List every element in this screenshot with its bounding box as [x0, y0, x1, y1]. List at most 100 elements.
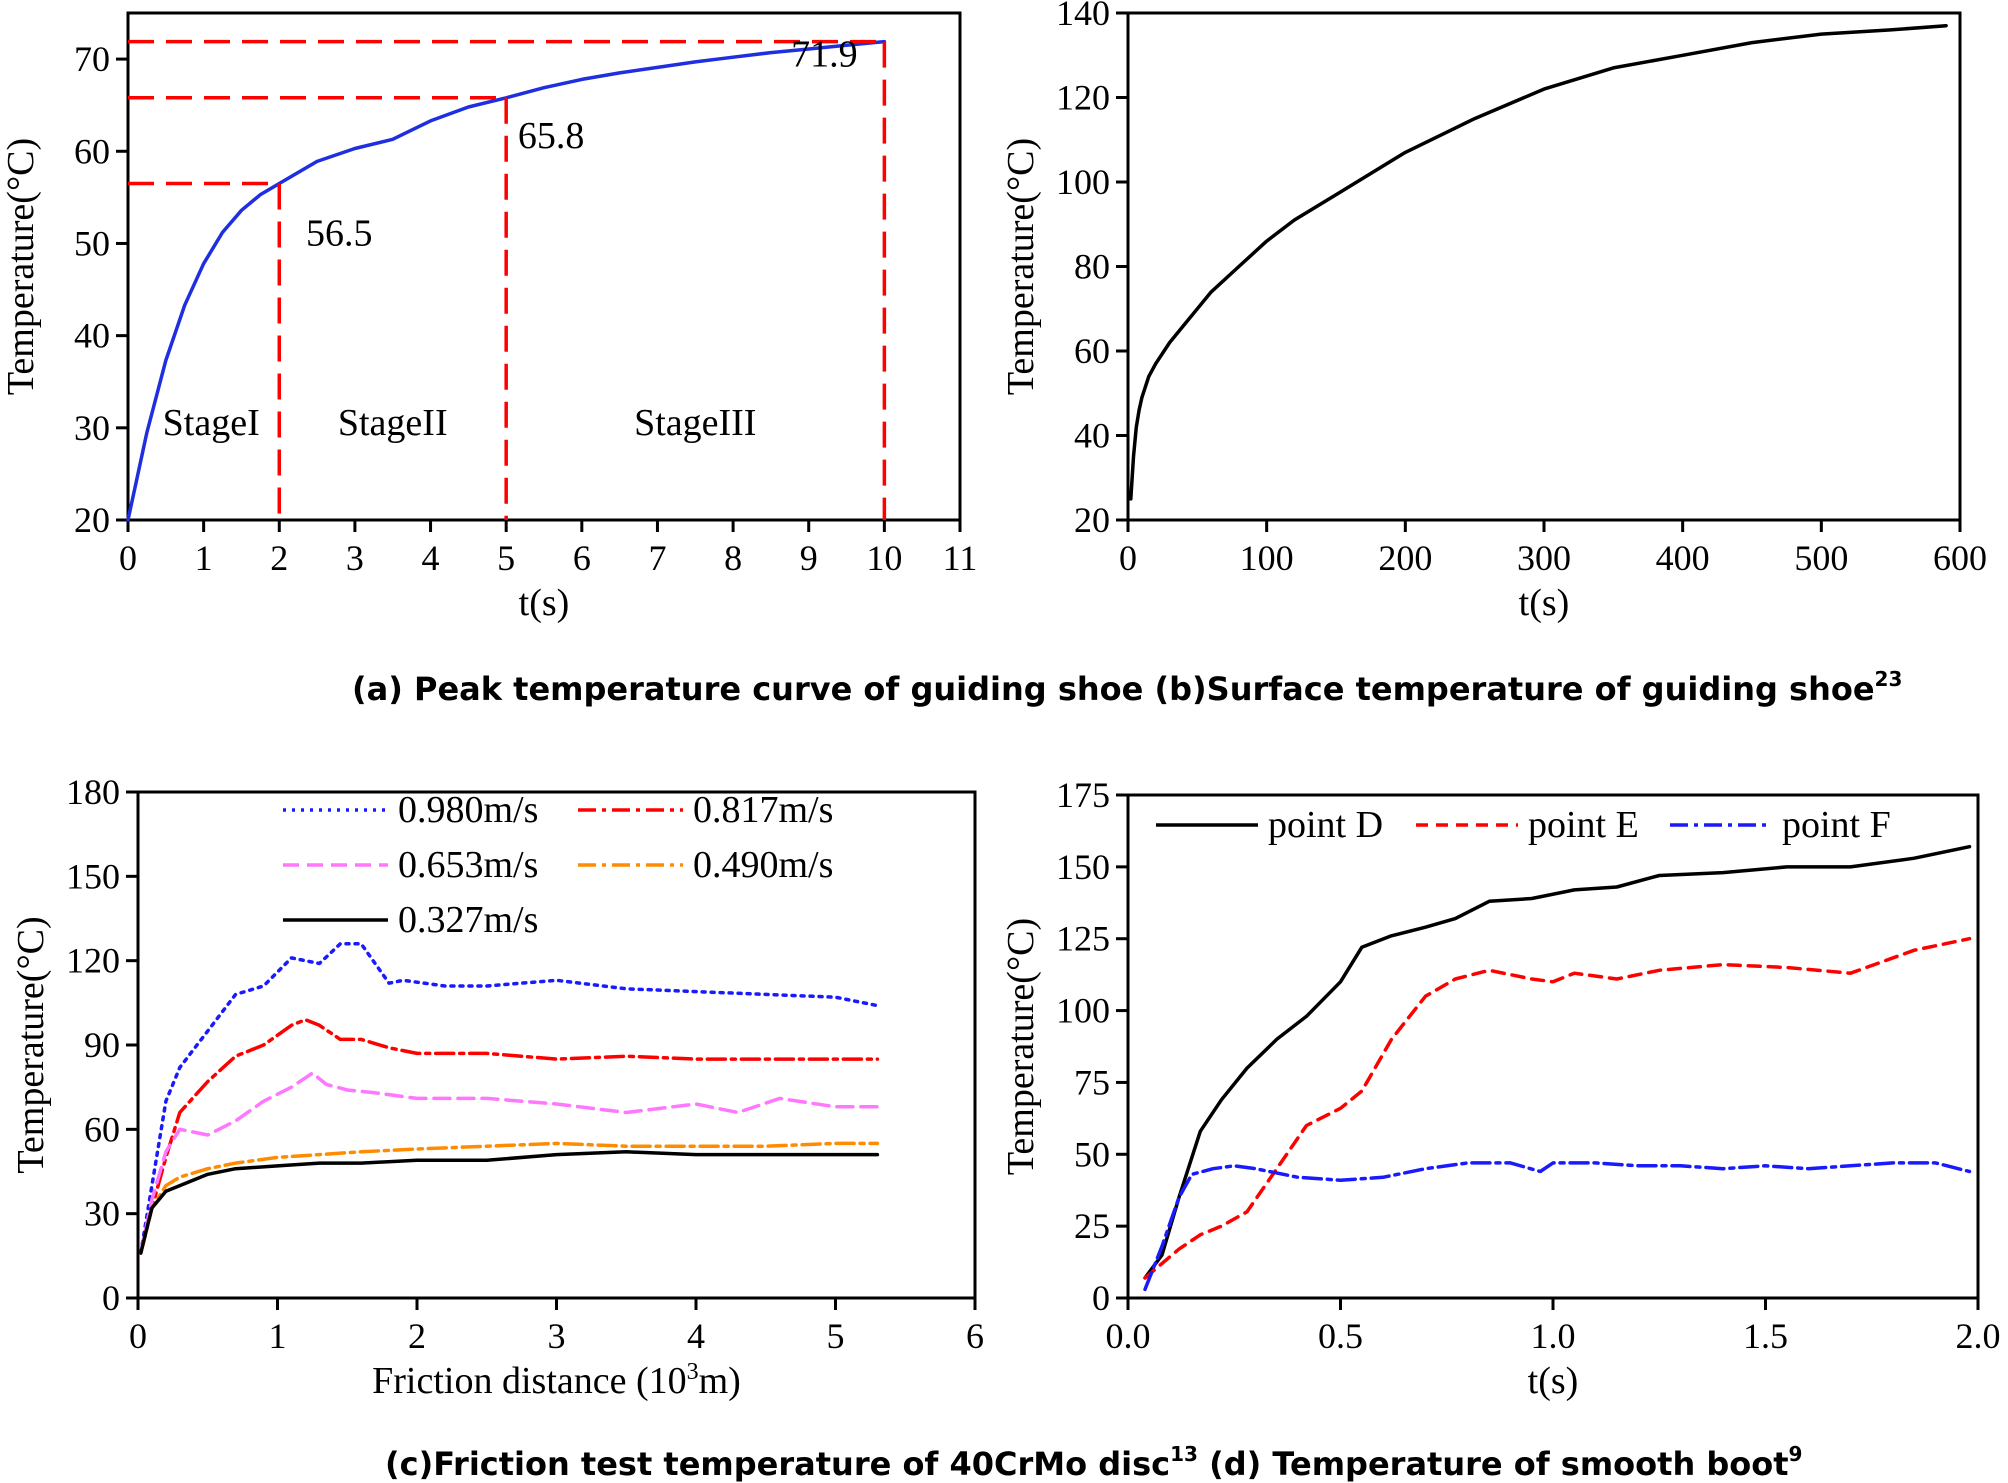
series-line-0-980m-s: [139, 942, 880, 1255]
y-tick-label: 20: [74, 500, 110, 540]
y-axis-title: Temperature(°C): [1000, 918, 1042, 1175]
x-tick-label: 5: [497, 538, 515, 578]
data-label: 56.5: [306, 213, 373, 255]
legend-label: 0.490m/s: [693, 844, 833, 886]
x-tick-label: 600: [1933, 538, 1987, 578]
x-tick-label: 5: [827, 1316, 845, 1356]
x-tick-label: 6: [966, 1316, 984, 1356]
y-tick-label: 180: [66, 772, 120, 812]
series-line-point-F: [1143, 1161, 1972, 1292]
x-tick-label: 9: [800, 538, 818, 578]
y-tick-label: 150: [1056, 847, 1110, 887]
x-tick-label: 2: [408, 1316, 426, 1356]
y-tick-label: 40: [1074, 416, 1110, 456]
x-axis-title-tail: m): [699, 1360, 741, 1402]
x-tick-label: 0: [119, 538, 137, 578]
chart-panel-b: 0 100 200 300 400 500 600 20 40 60 80 100 120 140 t(s)…: [1000, 0, 1987, 624]
series-line-0-817m-s: [139, 1017, 880, 1255]
legend-label: 0.653m/s: [398, 844, 538, 886]
x-axis-title-text: t(s): [1528, 1360, 1579, 1402]
y-tick-label: 0: [1092, 1278, 1110, 1318]
x-tick-label: 2: [270, 538, 288, 578]
y-tick-label: 30: [84, 1194, 120, 1234]
series-line-peak-temperature: [126, 39, 887, 522]
y-axis-title: Temperature(°C): [1000, 138, 1042, 395]
y-tick-label: 50: [74, 223, 110, 263]
y-tick-label: 150: [66, 856, 120, 896]
x-axis-title: t(s): [1519, 582, 1570, 624]
stage-label: StageII: [338, 402, 448, 444]
series-line-surface-temperature: [1129, 23, 1948, 501]
y-tick-label: 60: [1074, 331, 1110, 371]
series-line-point-E: [1143, 936, 1972, 1280]
y-tick-label: 30: [74, 408, 110, 448]
x-tick-label: 0: [1119, 538, 1137, 578]
y-tick-label: 0: [102, 1278, 120, 1318]
y-tick-label: 40: [74, 316, 110, 356]
y-tick-label: 75: [1074, 1062, 1110, 1102]
series-line-0-490m-s: [139, 1141, 880, 1255]
x-tick-label: 11: [943, 538, 978, 578]
y-tick-label: 70: [74, 39, 110, 79]
x-tick-label: 200: [1378, 538, 1432, 578]
plot-frame: [126, 11, 962, 522]
y-tick-label: 120: [1056, 78, 1110, 118]
series-line-0-327m-s: [139, 1150, 880, 1255]
x-tick-label: 300: [1517, 538, 1571, 578]
x-tick-label: 2.0: [1956, 1316, 2001, 1356]
x-tick-label: 400: [1656, 538, 1710, 578]
x-tick-label: 8: [724, 538, 742, 578]
x-axis-title: Friction distance (103m): [372, 1359, 741, 1402]
stage-label: StageI: [163, 402, 260, 444]
y-axis-title: Temperature(°C): [0, 138, 42, 395]
legend-label: 0.980m/s: [398, 789, 538, 831]
x-tick-label: 1: [195, 538, 213, 578]
stage-label: StageIII: [634, 402, 756, 444]
x-tick-label: 0.0: [1106, 1316, 1151, 1356]
y-tick-label: 60: [74, 131, 110, 171]
caption-top: (a) Peak temperature curve of guiding sh…: [352, 667, 1902, 708]
x-axis-title-text: t(s): [1519, 582, 1570, 624]
x-tick-label: 0: [129, 1316, 147, 1356]
x-axis-title: t(s): [519, 582, 570, 624]
x-tick-label: 500: [1794, 538, 1848, 578]
x-tick-label: 100: [1240, 538, 1294, 578]
x-axis-title-text: t(s): [519, 582, 570, 624]
x-axis-title-text: Friction distance (10: [372, 1360, 686, 1402]
y-tick-label: 50: [1074, 1134, 1110, 1174]
x-tick-label: 0.5: [1318, 1316, 1363, 1356]
x-tick-label: 4: [422, 538, 440, 578]
y-tick-label: 60: [84, 1109, 120, 1149]
x-tick-label: 1: [269, 1316, 287, 1356]
y-tick-label: 20: [1074, 500, 1110, 540]
legend-label: point D: [1268, 804, 1383, 846]
y-tick-label: 140: [1056, 0, 1110, 33]
chart-panel-d: 0.0 0.5 1.0 1.5 2.0 0 25 50 75 100 125 150 175 t(s) Te…: [1000, 775, 2001, 1402]
series-line-point-D: [1143, 844, 1972, 1280]
y-tick-label: 80: [1074, 247, 1110, 287]
x-tick-label: 4: [687, 1316, 705, 1356]
legend-label: point E: [1528, 804, 1639, 846]
y-tick-label: 175: [1056, 775, 1110, 815]
y-tick-label: 90: [84, 1025, 120, 1065]
legend-label: point F: [1782, 804, 1891, 846]
y-tick-label: 25: [1074, 1206, 1110, 1246]
chart-panel-a: 0 1 2 3 4 5 6 7 8 9 10 11 20 30 40 50 60 70 t(s) Temperatur…: [0, 11, 978, 624]
x-tick-label: 10: [866, 538, 902, 578]
caption-bottom: (c)Friction test temperature of 40CrMo d…: [385, 1442, 1802, 1483]
y-tick-label: 120: [66, 941, 120, 981]
x-tick-label: 7: [648, 538, 666, 578]
y-tick-label: 100: [1056, 991, 1110, 1031]
x-tick-label: 1.0: [1531, 1316, 1576, 1356]
x-tick-label: 3: [346, 538, 364, 578]
x-axis-title: t(s): [1528, 1360, 1579, 1402]
series-line-0-653m-s: [139, 1071, 880, 1255]
x-tick-label: 3: [548, 1316, 566, 1356]
legend-label: 0.817m/s: [693, 789, 833, 831]
y-tick-label: 125: [1056, 919, 1110, 959]
data-label: 65.8: [518, 115, 585, 157]
data-label: 71.9: [791, 34, 858, 76]
y-tick-label: 100: [1056, 162, 1110, 202]
x-axis-title-sup: 3: [687, 1359, 699, 1385]
